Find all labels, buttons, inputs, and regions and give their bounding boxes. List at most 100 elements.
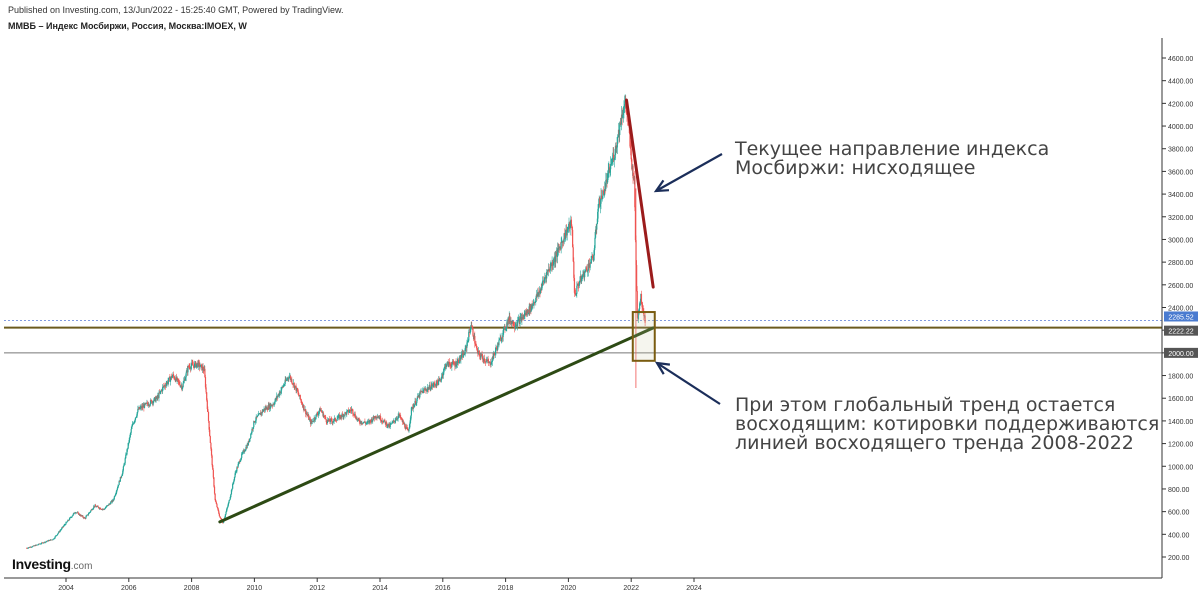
candle-body bbox=[533, 301, 535, 305]
candle-body bbox=[70, 517, 72, 519]
candle-body bbox=[274, 400, 276, 404]
candle-body bbox=[82, 517, 85, 519]
candle-body bbox=[40, 543, 42, 545]
price-badge bbox=[1164, 325, 1198, 336]
candle-body bbox=[533, 301, 536, 303]
candle-body bbox=[567, 227, 569, 229]
candle-body bbox=[604, 188, 606, 196]
candle-body bbox=[105, 506, 108, 508]
candle-body bbox=[346, 411, 348, 415]
candle-body bbox=[122, 470, 124, 475]
y-tick-label: 200.00 bbox=[1168, 555, 1190, 562]
candle-body bbox=[416, 396, 419, 400]
candle-body bbox=[151, 401, 153, 404]
candle-body bbox=[307, 415, 309, 416]
candle-body bbox=[474, 343, 477, 346]
candle-body bbox=[568, 222, 570, 228]
candle-body bbox=[56, 533, 59, 535]
candle-body bbox=[324, 416, 326, 418]
candle-body bbox=[322, 412, 324, 417]
candle-body bbox=[482, 359, 484, 361]
candle-body bbox=[265, 407, 268, 410]
candle-body bbox=[382, 421, 384, 423]
candle-body bbox=[289, 376, 291, 378]
candle-body bbox=[566, 230, 568, 236]
candle-body bbox=[461, 353, 463, 355]
candle-body bbox=[497, 343, 499, 346]
candle-body bbox=[564, 233, 566, 239]
candle-body bbox=[616, 147, 618, 149]
candle-body bbox=[588, 263, 591, 268]
candle-body bbox=[381, 420, 383, 422]
candle-body bbox=[411, 407, 413, 408]
candle-body bbox=[421, 390, 423, 392]
candle-body bbox=[588, 263, 590, 265]
candle-body bbox=[50, 539, 52, 541]
candle-body bbox=[471, 326, 473, 329]
candle-body bbox=[573, 277, 576, 293]
candle-body bbox=[49, 540, 51, 541]
candle-body bbox=[454, 362, 457, 367]
candle-body bbox=[604, 188, 606, 190]
candle-body bbox=[125, 454, 127, 456]
candle-body bbox=[81, 515, 83, 517]
candle-body bbox=[146, 402, 149, 405]
candle-body bbox=[523, 315, 525, 318]
candle-body bbox=[489, 362, 491, 364]
candle-body bbox=[495, 347, 498, 349]
arrow-head bbox=[653, 179, 670, 193]
candle-body bbox=[349, 410, 351, 412]
candle-body bbox=[518, 318, 521, 325]
candle-body bbox=[230, 490, 233, 495]
candle-body bbox=[219, 516, 221, 518]
candle-body bbox=[226, 507, 228, 510]
candle-body bbox=[41, 542, 43, 544]
candle-body bbox=[290, 379, 292, 380]
candle-body bbox=[244, 451, 246, 452]
candle-body bbox=[529, 306, 531, 313]
candle-body bbox=[46, 541, 48, 543]
candle-body bbox=[559, 246, 562, 250]
candle-body bbox=[62, 526, 64, 528]
x-tick-label: 2022 bbox=[623, 585, 639, 592]
candle-body bbox=[641, 303, 643, 308]
candle-body bbox=[472, 328, 474, 336]
y-tick-label: 1400.00 bbox=[1168, 419, 1193, 426]
candle-body bbox=[560, 242, 562, 250]
candle-body bbox=[276, 395, 278, 399]
y-tick-label: 800.00 bbox=[1168, 487, 1190, 494]
candle-body bbox=[258, 413, 260, 415]
candle-body bbox=[65, 522, 67, 525]
candle-body bbox=[643, 312, 645, 317]
candle-body bbox=[375, 416, 377, 418]
candle-body bbox=[271, 405, 274, 407]
x-tick-label: 2014 bbox=[372, 585, 388, 592]
candle-body bbox=[511, 321, 513, 324]
candle-body bbox=[110, 502, 112, 505]
y-tick-label: 4200.00 bbox=[1168, 101, 1193, 108]
candle-body bbox=[494, 353, 496, 355]
candle-body bbox=[595, 229, 597, 231]
candle-body bbox=[457, 359, 460, 363]
candle-body bbox=[618, 129, 620, 136]
x-tick-label: 2004 bbox=[58, 585, 74, 592]
candle-body bbox=[420, 390, 422, 393]
candle-body bbox=[248, 438, 251, 442]
candle-body bbox=[452, 361, 454, 363]
y-tick-label: 2800.00 bbox=[1168, 260, 1193, 267]
candle-body bbox=[47, 540, 50, 542]
y-tick-label: 2600.00 bbox=[1168, 283, 1193, 290]
candle-body bbox=[644, 315, 646, 323]
candle-body bbox=[166, 381, 168, 384]
candle-body bbox=[100, 509, 102, 510]
candle-body bbox=[424, 389, 426, 391]
candle-body bbox=[184, 379, 186, 381]
candle-body bbox=[458, 362, 460, 364]
candle-body bbox=[155, 396, 158, 399]
candle-body bbox=[417, 396, 419, 398]
candle-body bbox=[487, 359, 489, 362]
candle-body bbox=[436, 380, 438, 386]
chart-title: ММВБ – Индекс Мосбиржи, Россия, Москва:I… bbox=[8, 21, 247, 31]
candle-body bbox=[101, 509, 103, 510]
candle-body bbox=[448, 362, 450, 367]
